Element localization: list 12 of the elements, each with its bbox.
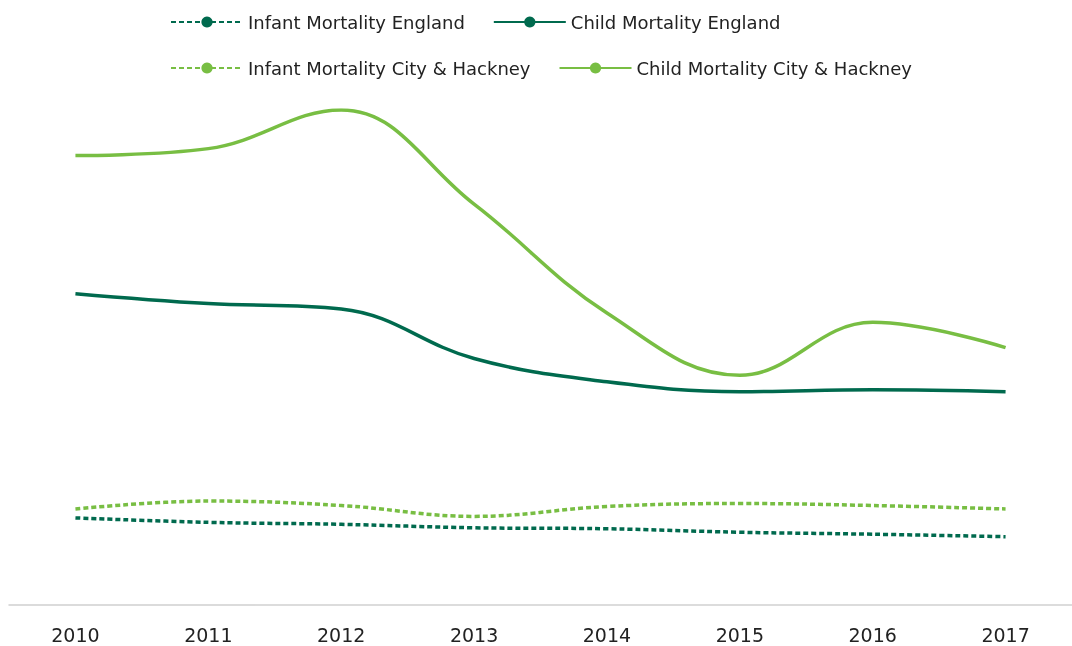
legend-label: Infant Mortality City & Hackney — [248, 57, 531, 79]
x-tick-label: 2010 — [51, 623, 100, 646]
x-tick-label: 2011 — [184, 623, 233, 646]
x-tick-label: 2013 — [449, 623, 499, 646]
x-tick-label: 2012 — [317, 623, 366, 646]
x-tick-label: 2014 — [582, 623, 632, 646]
legend-label: Child Mortality England — [570, 11, 781, 33]
x-tick-label: 2016 — [848, 623, 897, 646]
legend-label: Infant Mortality England — [248, 11, 465, 33]
x-tick-label: 2017 — [981, 623, 1030, 646]
legend-label: Child Mortality City & Hackney — [636, 57, 913, 79]
x-tick-label: 2015 — [715, 623, 764, 646]
